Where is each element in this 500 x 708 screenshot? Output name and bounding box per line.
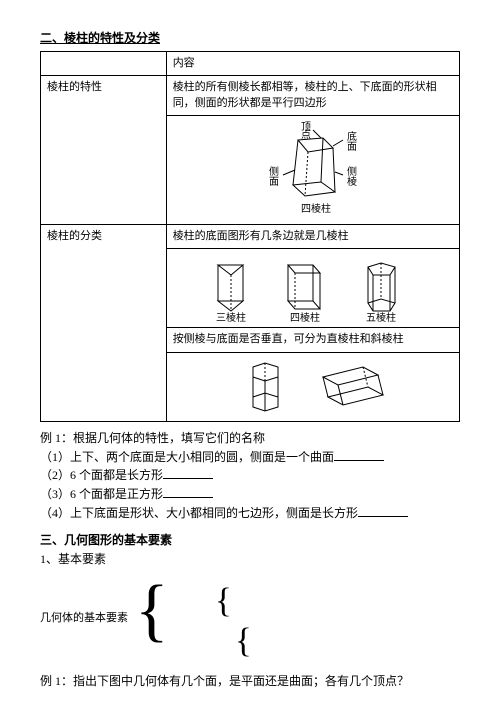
diagram1-cell: 顶 点 底 面 侧 面 侧 棱 四棱柱 xyxy=(166,115,459,224)
row2-content2: 按侧棱与底面是否垂直，可分为直棱柱和斜棱柱 xyxy=(166,328,459,352)
svg-text:点: 点 xyxy=(301,129,311,141)
svg-text:面: 面 xyxy=(269,177,279,188)
row1-content: 棱柱的所有侧棱长都相等，棱柱的上、下底面的形状相同，侧面的形状都是平行四边形 xyxy=(166,76,459,116)
section3-title: 三、几何图形的基本要素 xyxy=(40,532,460,549)
brace-small1: { xyxy=(215,566,232,636)
example1-line4: （4）上下底面是形状、大小都相同的七边形，侧面是长方形 xyxy=(40,505,460,522)
brace-big: { xyxy=(135,576,169,646)
oblique-cell xyxy=(166,352,459,421)
prism5-label: 五棱柱 xyxy=(366,311,396,323)
example1-line3: （3）6 个面都是正方形 xyxy=(40,486,460,503)
section3-sub: 1、基本要素 xyxy=(40,551,460,568)
row1-label: 棱柱的特性 xyxy=(41,76,167,225)
blank4[interactable] xyxy=(358,506,408,517)
prisms-cell: 三棱柱 四棱柱 xyxy=(166,249,459,328)
svg-text:棱: 棱 xyxy=(347,175,357,188)
section2-title: 二、棱柱的特性及分类 xyxy=(40,30,460,47)
header-left xyxy=(41,51,167,75)
example1-line2: （2）6 个面都是长方形 xyxy=(40,467,460,484)
example1-title: 例 1：根据几何体的特性，填写它们的名称 xyxy=(40,430,460,447)
brace-area: 几何体的基本要素 { { { xyxy=(40,571,460,671)
blank1[interactable] xyxy=(334,450,384,461)
brace-small2: { xyxy=(235,606,252,676)
example1-line1: （1）上下、两个底面是大小相同的圆，侧面是一个曲面 xyxy=(40,449,460,466)
row2-label: 棱柱的分类 xyxy=(41,224,167,421)
blank3[interactable] xyxy=(163,487,213,498)
svg-text:面: 面 xyxy=(347,142,357,153)
prism-table: 内容 棱柱的特性 棱柱的所有侧棱长都相等，棱柱的上、下底面的形状相同，侧面的形状… xyxy=(40,51,460,422)
prism4-label: 四棱柱 xyxy=(290,311,320,323)
brace-label: 几何体的基本要素 xyxy=(40,611,128,626)
label-name: 四棱柱 xyxy=(301,202,331,215)
header-right: 内容 xyxy=(166,51,459,75)
prism3-label: 三棱柱 xyxy=(216,311,246,323)
blank2[interactable] xyxy=(163,468,213,479)
row2-content1: 棱柱的底面图形有几条边就是几棱柱 xyxy=(166,224,459,248)
